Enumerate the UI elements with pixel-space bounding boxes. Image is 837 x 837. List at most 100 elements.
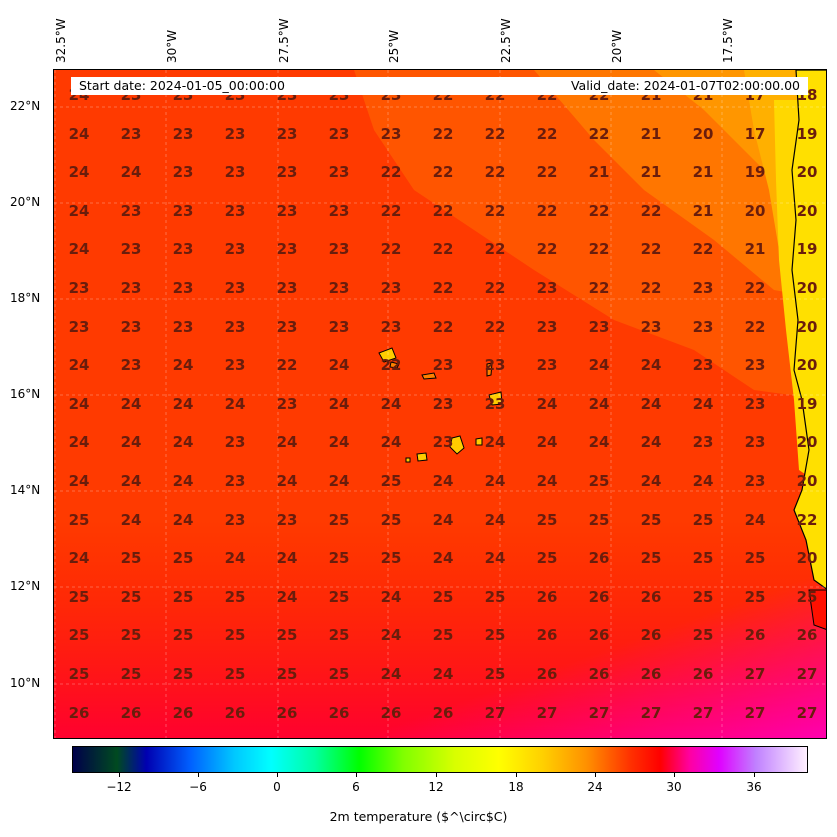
temperature-value: 24 bbox=[484, 433, 506, 452]
coast-detail bbox=[808, 589, 826, 630]
temperature-value: 21 bbox=[744, 240, 766, 259]
temperature-value: 25 bbox=[640, 510, 662, 529]
temperature-value: 23 bbox=[328, 124, 350, 143]
temperature-value: 23 bbox=[276, 124, 298, 143]
temperature-value: 27 bbox=[744, 703, 766, 722]
temperature-value: 27 bbox=[484, 703, 506, 722]
temperature-value: 26 bbox=[536, 665, 558, 683]
temperature-value: 23 bbox=[172, 240, 194, 259]
temperature-value: 23 bbox=[276, 279, 298, 297]
temperature-value: 23 bbox=[276, 240, 298, 259]
temperature-value: 22 bbox=[484, 124, 506, 143]
temperature-value: 26 bbox=[432, 703, 454, 722]
tick-label: −12 bbox=[106, 780, 132, 794]
temperature-value: 23 bbox=[276, 201, 298, 220]
temperature-value: 22 bbox=[432, 124, 454, 143]
temperature-value: 23 bbox=[276, 317, 298, 336]
temperature-value: 21 bbox=[588, 163, 610, 182]
temperature-value: 25 bbox=[692, 549, 714, 568]
temperature-value: 24 bbox=[328, 472, 350, 490]
temperature-value: 24 bbox=[120, 433, 142, 452]
temperature-value: 24 bbox=[172, 356, 194, 375]
temperature-value: 23 bbox=[536, 356, 558, 375]
temperature-value: 27 bbox=[588, 703, 610, 722]
temperature-value: 24 bbox=[120, 472, 142, 490]
temperature-value: 23 bbox=[640, 317, 662, 336]
temperature-value: 23 bbox=[224, 472, 246, 490]
temperature-value: 24 bbox=[328, 356, 350, 375]
temperature-value: 23 bbox=[432, 433, 454, 452]
temperature-value: 25 bbox=[68, 626, 90, 645]
temperature-value: 23 bbox=[692, 356, 714, 375]
temperature-value: 22 bbox=[484, 317, 506, 336]
lon-label: 22.5°W bbox=[499, 18, 513, 63]
temperature-value: 24 bbox=[692, 394, 714, 413]
temperature-value: 24 bbox=[536, 394, 558, 413]
temperature-value: 26 bbox=[328, 703, 350, 722]
temperature-value: 25 bbox=[744, 587, 766, 606]
temperature-value: 23 bbox=[744, 472, 766, 490]
temperature-value: 24 bbox=[68, 163, 90, 182]
temperature-value: 24 bbox=[68, 124, 90, 143]
island bbox=[421, 372, 437, 380]
temperature-value: 21 bbox=[640, 163, 662, 182]
temperature-value: 26 bbox=[640, 665, 662, 683]
lon-label: 30°W bbox=[165, 29, 179, 63]
tick-label: 30 bbox=[666, 780, 682, 794]
temperature-value: 25 bbox=[120, 626, 142, 645]
temperature-map[interactable]: 24 23 23 23 23 23 23 22 22 22 22 21 21 17 18 24 23 23 23 23… bbox=[53, 69, 827, 739]
temperature-value: 25 bbox=[484, 665, 506, 683]
temperature-value: 25 bbox=[120, 665, 142, 683]
temperature-value: 24 bbox=[640, 356, 662, 375]
temperature-value: 25 bbox=[692, 510, 714, 529]
temperature-value: 22 bbox=[640, 240, 662, 259]
temperature-value: 22 bbox=[588, 124, 610, 143]
temperature-value: 24 bbox=[640, 472, 662, 490]
temperature-value: 27 bbox=[640, 703, 662, 722]
temperature-value: 26 bbox=[224, 703, 246, 722]
temperature-value: 24 bbox=[68, 356, 90, 375]
temperature-value: 23 bbox=[744, 394, 766, 413]
temperature-value: 23 bbox=[536, 317, 558, 336]
temperature-value: 24 bbox=[640, 433, 662, 452]
temperature-value: 25 bbox=[640, 549, 662, 568]
temperature-value: 23 bbox=[692, 317, 714, 336]
temperature-value: 23 bbox=[120, 201, 142, 220]
temperature-value: 27 bbox=[744, 665, 766, 683]
temperature-value: 21 bbox=[640, 124, 662, 143]
temperature-value: 23 bbox=[692, 433, 714, 452]
temperature-value: 23 bbox=[172, 201, 194, 220]
temperature-value: 23 bbox=[432, 394, 454, 413]
temperature-value: 25 bbox=[484, 587, 506, 606]
lon-label: 25°W bbox=[387, 29, 401, 63]
temperature-value: 23 bbox=[172, 317, 194, 336]
temperature-value: 26 bbox=[588, 665, 610, 683]
temperature-value: 23 bbox=[172, 124, 194, 143]
temperature-value: 26 bbox=[536, 587, 558, 606]
island bbox=[488, 391, 503, 406]
lat-label: 18°N bbox=[10, 291, 41, 305]
temperature-value: 23 bbox=[380, 317, 402, 336]
temperature-value: 25 bbox=[224, 626, 246, 645]
temperature-value: 20 bbox=[796, 279, 818, 297]
hot-band bbox=[354, 570, 826, 738]
tick-label: 36 bbox=[746, 780, 762, 794]
temperature-value: 24 bbox=[432, 472, 454, 490]
temperature-value: 23 bbox=[68, 317, 90, 336]
temperature-value: 23 bbox=[172, 279, 194, 297]
temperature-value: 24 bbox=[484, 510, 506, 529]
temperature-value: 25 bbox=[536, 549, 558, 568]
temperature-value: 25 bbox=[536, 510, 558, 529]
temperature-value: 20 bbox=[796, 472, 818, 490]
temperature-value: 24 bbox=[172, 472, 194, 490]
temperature-value: 23 bbox=[224, 356, 246, 375]
temperature-value: 26 bbox=[640, 626, 662, 645]
temperature-value: 26 bbox=[588, 626, 610, 645]
temperature-value: 26 bbox=[588, 587, 610, 606]
temperature-value: 23 bbox=[224, 279, 246, 297]
temperature-value: 23 bbox=[484, 356, 506, 375]
temperature-value: 23 bbox=[120, 124, 142, 143]
temperature-value: 27 bbox=[692, 703, 714, 722]
temperature-value: 22 bbox=[484, 163, 506, 182]
temperature-value: 27 bbox=[536, 703, 558, 722]
